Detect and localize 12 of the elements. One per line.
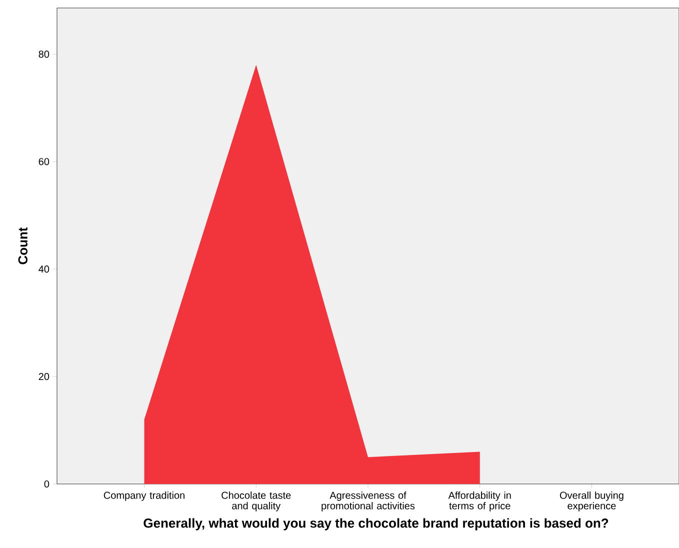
y-tick-label: 20	[38, 373, 50, 380]
y-tick-label: 60	[38, 158, 50, 166]
x-tick-label: Affordability in terms of price	[448, 492, 511, 512]
y-axis-title: Count	[18, 227, 28, 264]
x-axis-title: Generally, what would you say the chocolate brand reputation is based on?	[144, 518, 608, 530]
x-tick-label: Company tradition	[104, 492, 184, 501]
x-tick-label: Agressiveness of promotional activities	[322, 492, 415, 512]
y-tick-label: 0	[44, 480, 50, 488]
x-tick-label: Overall buying experience	[560, 492, 624, 512]
y-tick-label: 80	[38, 50, 50, 58]
x-tick-label: Chocolate taste and quality	[222, 492, 291, 512]
y-tick-label: 40	[38, 266, 50, 273]
